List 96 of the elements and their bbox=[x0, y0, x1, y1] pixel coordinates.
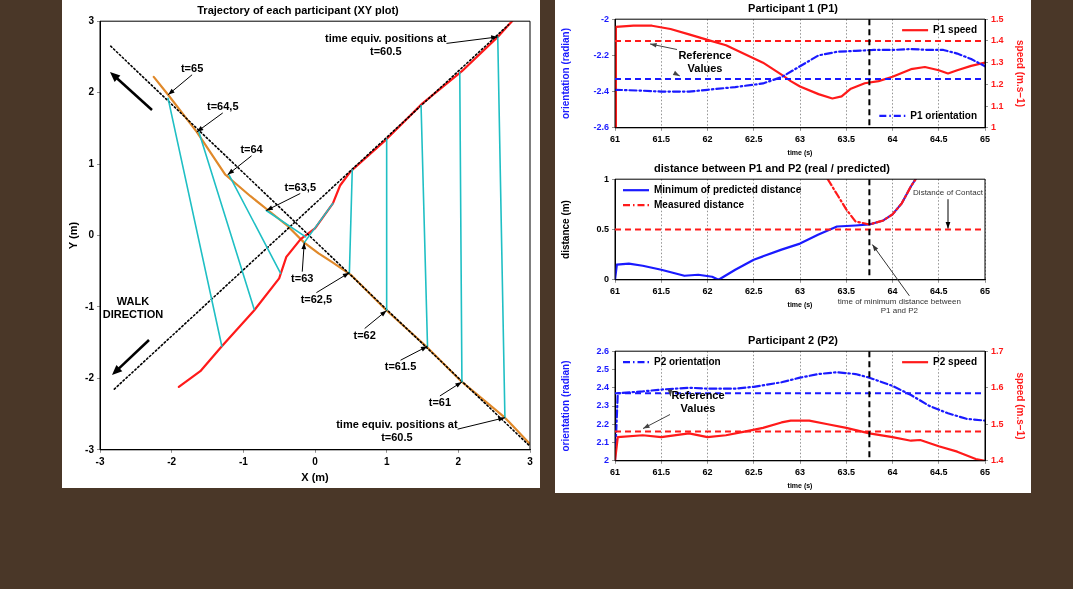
y-tick-label: 1 bbox=[88, 157, 95, 169]
legend-label: Measured distance bbox=[654, 198, 745, 210]
x-tick-label: 62.5 bbox=[744, 466, 763, 477]
x-tick-label: 63 bbox=[794, 466, 806, 477]
y-tick-label: 2.1 bbox=[596, 437, 609, 448]
y-tick-label: -2 bbox=[85, 372, 95, 384]
y-tick-label: 2 bbox=[88, 86, 95, 98]
y-axis-title: Y (m) bbox=[66, 221, 79, 250]
x-tick-label: 62.5 bbox=[744, 133, 763, 144]
x-tick-label: 61.5 bbox=[652, 285, 671, 296]
x-tick-label: 65 bbox=[979, 133, 991, 144]
annotation: t=64,5 bbox=[207, 99, 239, 112]
y-tick-label: 3 bbox=[88, 14, 95, 26]
x-tick-label: 63 bbox=[794, 133, 806, 144]
annotation: time equiv. positions at t=60.5 bbox=[336, 418, 458, 444]
y-tick-label: -2.6 bbox=[593, 122, 609, 133]
annotation: t=63,5 bbox=[284, 180, 317, 193]
x-tick-label: -1 bbox=[238, 455, 249, 467]
x-tick-label: 61.5 bbox=[652, 466, 671, 477]
y-axis-title: orientation (radian) bbox=[559, 27, 571, 120]
x-tick-label: 64.5 bbox=[929, 285, 948, 296]
x-tick-label: 64.5 bbox=[929, 133, 948, 144]
x-tick-label: 62 bbox=[702, 285, 713, 296]
legend-label: P1 speed bbox=[933, 23, 978, 35]
x-tick-label: 2 bbox=[455, 455, 462, 467]
x-tick-label: 64 bbox=[887, 133, 898, 144]
y-tick-label: 0 bbox=[88, 229, 95, 241]
x-tick-label: 64.5 bbox=[929, 466, 948, 477]
y2-axis-title: speed (m.s−1) bbox=[1015, 40, 1027, 107]
x-tick-label: 64 bbox=[887, 466, 898, 477]
x-tick-label: 63.5 bbox=[837, 466, 856, 477]
x-tick-label: 61 bbox=[609, 466, 621, 477]
chart-title: distance between P1 and P2 (real / predicted) bbox=[654, 161, 891, 174]
y2-tick-label: 1.5 bbox=[991, 418, 1004, 429]
y-tick-label: 2.3 bbox=[596, 400, 609, 411]
x-tick-label: 1 bbox=[383, 455, 390, 467]
chart-title: Trajectory of each participant (XY plot) bbox=[197, 3, 400, 16]
ref-line-label: time of minimum distance between P1 and P2 bbox=[837, 297, 961, 315]
x-tick-label: -2 bbox=[167, 455, 177, 467]
chart-title: Participant 1 (P1) bbox=[748, 1, 839, 14]
y2-tick-label: 1.7 bbox=[991, 345, 1004, 356]
annotation: t=64 bbox=[240, 142, 264, 155]
annotation: WALK DIRECTION bbox=[102, 294, 164, 320]
x-tick-label: 61 bbox=[609, 133, 621, 144]
x-tick-label: 62 bbox=[702, 133, 713, 144]
y-axis-title: orientation (radian) bbox=[559, 360, 571, 452]
y-tick-label: 2.2 bbox=[596, 418, 609, 429]
x-tick-label: 0 bbox=[312, 455, 319, 467]
y2-tick-label: 1.5 bbox=[991, 13, 1004, 24]
x-tick-label: 3 bbox=[527, 455, 534, 467]
y-tick-label: -2.2 bbox=[593, 49, 609, 60]
legend-label: P2 orientation bbox=[654, 355, 721, 367]
x-tick-label: 62 bbox=[702, 466, 713, 477]
x-tick-label: 63.5 bbox=[837, 285, 856, 296]
x-tick-label: 65 bbox=[979, 285, 991, 296]
annotation: Reference Values bbox=[678, 48, 732, 74]
x-tick-label: 64 bbox=[887, 285, 898, 296]
y2-tick-label: 1.1 bbox=[991, 100, 1004, 111]
y-tick-label: 0.5 bbox=[596, 223, 609, 234]
annotation: t=61.5 bbox=[384, 360, 417, 373]
y2-tick-label: 1.4 bbox=[991, 35, 1004, 46]
annotation: t=62 bbox=[353, 328, 376, 341]
ref-line-label: Distance of Contact bbox=[913, 188, 984, 198]
y-tick-label: 0 bbox=[603, 274, 609, 285]
y2-tick-label: 1.3 bbox=[991, 57, 1004, 68]
y-tick-label: -2.4 bbox=[593, 86, 609, 97]
x-tick-label: 63.5 bbox=[837, 133, 856, 144]
legend-label: Minimum of predicted distance bbox=[654, 183, 802, 195]
x-tick-label: 63 bbox=[794, 285, 806, 296]
y-tick-label: -3 bbox=[85, 443, 95, 455]
x-tick-label: 65 bbox=[979, 466, 991, 477]
y2-axis-title: speed (m.s−1) bbox=[1015, 372, 1027, 440]
y-tick-label: -2 bbox=[600, 13, 609, 24]
y-tick-label: 2.4 bbox=[596, 382, 609, 393]
y2-tick-label: 1 bbox=[991, 122, 997, 133]
y-tick-label: -1 bbox=[85, 300, 95, 312]
x-tick-label: 61 bbox=[609, 285, 621, 296]
y2-tick-label: 1.6 bbox=[991, 382, 1004, 393]
y-tick-label: 2.6 bbox=[596, 345, 609, 356]
y2-tick-label: 1.2 bbox=[991, 78, 1004, 89]
x-tick-label: 61.5 bbox=[652, 133, 671, 144]
annotation: time equiv. positions at t=60.5 bbox=[325, 32, 447, 58]
annotation: t=63 bbox=[291, 271, 314, 284]
annotation: t=62,5 bbox=[300, 292, 333, 305]
annotation: Reference Values bbox=[671, 388, 725, 414]
x-axis-title: X (m) bbox=[301, 471, 330, 484]
x-tick-label: 62.5 bbox=[744, 285, 763, 296]
legend-label: P1 orientation bbox=[910, 109, 978, 121]
y-tick-label: 2.5 bbox=[596, 363, 609, 374]
annotation: t=65 bbox=[180, 61, 204, 74]
y-tick-label: 1 bbox=[603, 173, 609, 184]
chart-title: Participant 2 (P2) bbox=[748, 333, 839, 346]
legend-label: P2 speed bbox=[933, 355, 978, 367]
annotation: t=61 bbox=[428, 395, 452, 408]
y-axis-title: distance (m) bbox=[559, 200, 571, 259]
y2-tick-label: 1.4 bbox=[991, 455, 1004, 466]
